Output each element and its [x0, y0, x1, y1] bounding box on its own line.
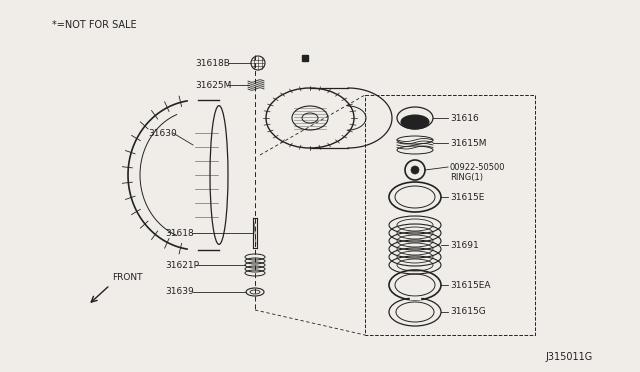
Text: 31639: 31639	[165, 288, 194, 296]
Text: RING(1): RING(1)	[450, 173, 483, 182]
Text: 31615EA: 31615EA	[450, 280, 490, 289]
Text: 31615G: 31615G	[450, 308, 486, 317]
Text: *=NOT FOR SALE: *=NOT FOR SALE	[52, 20, 136, 30]
Text: 31621P: 31621P	[165, 260, 199, 269]
Text: 31691: 31691	[450, 241, 479, 250]
Ellipse shape	[401, 115, 429, 129]
Text: 31618B: 31618B	[195, 58, 230, 67]
Text: 00922-50500: 00922-50500	[450, 163, 506, 171]
Text: 31615E: 31615E	[450, 192, 484, 202]
Circle shape	[411, 166, 419, 174]
Text: J315011G: J315011G	[545, 352, 592, 362]
Text: FRONT: FRONT	[112, 273, 143, 282]
Text: 31618: 31618	[165, 228, 194, 237]
Bar	[365, 95, 535, 335]
Text: 31625M: 31625M	[195, 80, 232, 90]
Text: 31616: 31616	[450, 113, 479, 122]
Text: 31630: 31630	[148, 128, 177, 138]
Text: 31615M: 31615M	[450, 138, 486, 148]
